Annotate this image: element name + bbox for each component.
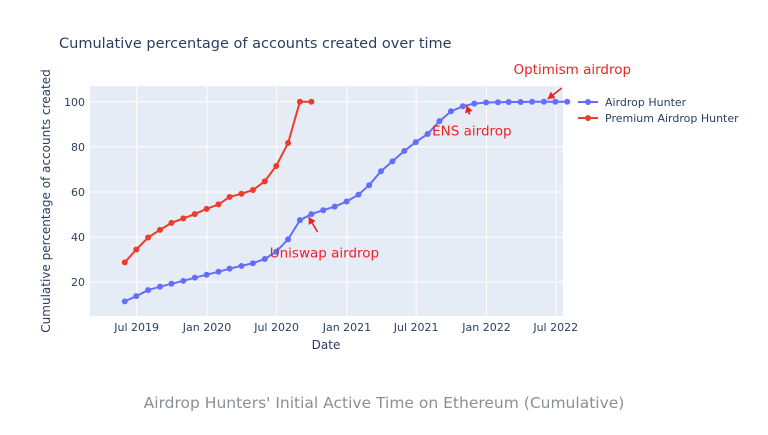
annotation: ENS airdrop [432, 105, 512, 139]
data-point [121, 259, 128, 266]
data-point [517, 99, 524, 106]
x-tick-label: Jan 2021 [322, 321, 371, 334]
data-point [483, 99, 490, 106]
legend-item-0[interactable]: Airdrop Hunter [578, 96, 687, 109]
data-point [529, 98, 536, 105]
data-point [308, 211, 315, 218]
annotations: Uniswap airdrop ENS airdrop Optimism airdr… [270, 62, 631, 262]
data-point [261, 178, 268, 185]
x-tick-label: Jul 2020 [253, 321, 299, 334]
annotation-label: ENS airdrop [432, 123, 511, 139]
data-point [180, 215, 187, 222]
data-point [145, 234, 152, 241]
legend[interactable]: Airdrop Hunter Premium Airdrop Hunter [578, 96, 739, 125]
data-point [564, 98, 571, 105]
data-point [226, 265, 233, 272]
legend-label: Premium Airdrop Hunter [605, 112, 739, 125]
legend-swatch-marker [585, 115, 591, 121]
data-point [308, 98, 315, 105]
legend-item-1[interactable]: Premium Airdrop Hunter [578, 112, 739, 125]
data-point [366, 182, 373, 189]
legend-swatch-marker [585, 99, 591, 105]
x-tick-label: Jul 2022 [532, 321, 578, 334]
data-point [191, 211, 198, 218]
annotation-arrowhead [308, 217, 316, 226]
data-point [191, 274, 198, 281]
x-axis-title: Date [312, 338, 341, 352]
data-point [156, 283, 163, 290]
data-point [215, 268, 222, 275]
data-point [377, 168, 384, 175]
x-tick-label: Jul 2019 [113, 321, 159, 334]
data-point [540, 98, 547, 105]
annotation: Optimism airdrop [513, 62, 631, 100]
data-point [296, 217, 303, 224]
plot-background [90, 86, 563, 316]
data-point [145, 287, 152, 294]
data-point [273, 163, 280, 170]
annotation-label: Uniswap airdrop [270, 245, 379, 261]
legend-label: Airdrop Hunter [605, 96, 687, 109]
data-point [424, 131, 431, 138]
series-0 [121, 98, 571, 305]
x-tick-label: Jan 2022 [461, 321, 510, 334]
x-tick-label: Jan 2020 [182, 321, 231, 334]
data-point [156, 226, 163, 233]
data-point [401, 147, 408, 154]
data-point [494, 99, 501, 106]
data-point [168, 280, 175, 287]
data-point [412, 139, 419, 146]
data-point [552, 98, 559, 105]
data-point [436, 118, 443, 125]
data-point [355, 191, 362, 198]
series-1 [121, 98, 315, 266]
x-axis-ticks: Jul 2019 Jan 2020 Jul 2020 Jan 2021 Jul 2021… [113, 321, 578, 334]
data-point [215, 201, 222, 208]
y-tick-label: 20 [71, 276, 85, 289]
data-point [343, 198, 350, 205]
data-point [180, 277, 187, 284]
data-point [133, 246, 140, 253]
data-point [203, 205, 210, 212]
data-point [261, 255, 268, 262]
data-point [471, 100, 478, 107]
series-layer [121, 98, 571, 305]
data-point [459, 103, 466, 110]
x-tick-label: Jul 2021 [393, 321, 439, 334]
y-tick-label: 80 [71, 141, 85, 154]
data-point [226, 193, 233, 200]
gridlines [90, 86, 563, 316]
y-tick-label: 100 [64, 96, 85, 109]
data-point [273, 248, 280, 255]
line-chart: Cumulative percentage of accounts create… [39, 36, 739, 352]
y-axis-ticks: 20 40 60 80 100 [64, 96, 85, 289]
annotation-label: Optimism airdrop [513, 62, 631, 78]
y-tick-label: 40 [71, 231, 85, 244]
data-point [249, 186, 256, 193]
data-point [320, 207, 327, 214]
data-point [285, 140, 292, 147]
data-point [168, 219, 175, 226]
data-point [447, 108, 454, 115]
y-tick-label: 60 [71, 186, 85, 199]
data-point [121, 298, 128, 305]
annotation: Uniswap airdrop [270, 216, 379, 261]
data-point [249, 260, 256, 267]
data-point [133, 293, 140, 300]
data-point [331, 203, 338, 210]
data-point [389, 158, 396, 165]
annotation-arrowhead [465, 105, 473, 114]
chart-title: Cumulative percentage of accounts create… [59, 36, 452, 52]
data-point [296, 98, 303, 105]
data-point [238, 190, 245, 197]
y-axis-title: Cumulative percentage of accounts create… [39, 69, 53, 332]
annotation-arrowhead [547, 91, 556, 100]
data-point [203, 271, 210, 278]
figure-caption: Airdrop Hunters' Initial Active Time on … [143, 394, 625, 412]
data-point [285, 236, 292, 243]
data-point [505, 99, 512, 106]
data-point [238, 262, 245, 269]
